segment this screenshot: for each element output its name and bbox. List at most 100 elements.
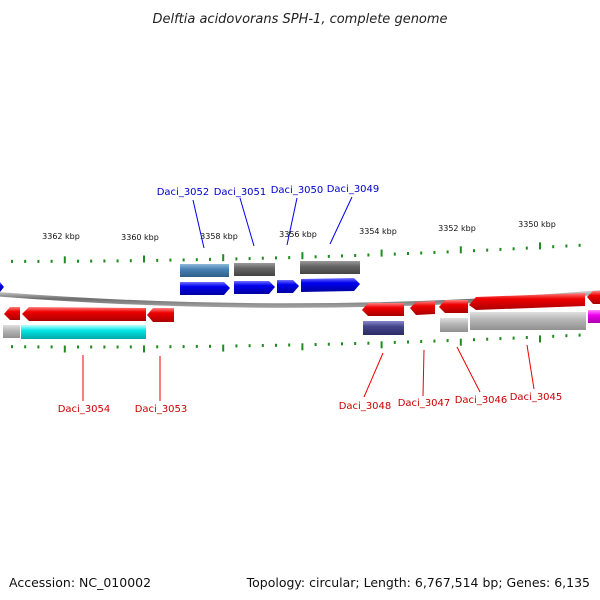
coordinate-labels: 3362 kbp 3360 kbp 3358 kbp 3356 kbp 3354 kbp… — [42, 220, 556, 242]
gene-label-daci-3047[interactable]: Daci_3047 — [398, 398, 451, 409]
gene-arrow-daci-3053[interactable] — [147, 308, 174, 322]
callout-line — [363, 352, 384, 398]
minor-tick — [37, 259, 40, 263]
major-tick — [143, 255, 145, 263]
minor-tick — [129, 345, 132, 349]
minor-tick — [169, 258, 172, 262]
map-title: Delftia acidovorans SPH-1, complete geno… — [152, 12, 447, 27]
top-tick-marks — [11, 242, 581, 264]
gene-label-daci-3054[interactable]: Daci_3054 — [58, 404, 111, 415]
minor-tick — [169, 345, 172, 349]
gene-arrow-daci-3049[interactable] — [301, 278, 360, 292]
gene-label-daci-3051[interactable]: Daci_3051 — [214, 187, 267, 198]
minor-tick — [341, 342, 343, 346]
gene-label-daci-3049[interactable]: Daci_3049 — [327, 184, 380, 195]
gene-arrow[interactable] — [587, 291, 600, 304]
minor-tick — [77, 345, 79, 349]
major-tick — [380, 341, 383, 349]
minor-tick — [473, 338, 475, 342]
minor-tick — [433, 339, 436, 343]
minor-tick — [24, 259, 27, 263]
callout-line — [239, 197, 255, 247]
feature-bar[interactable] — [300, 261, 360, 274]
gene-arrow-daci-3050[interactable] — [277, 280, 299, 293]
minor-tick — [473, 249, 475, 253]
major-tick — [301, 343, 304, 351]
coordinate-label: 3362 kbp — [42, 232, 80, 241]
gene-arrow-daci-3047[interactable] — [410, 301, 435, 315]
feature-bar[interactable] — [3, 325, 20, 338]
minor-tick — [209, 257, 211, 261]
gene-label-daci-3046[interactable]: Daci_3046 — [455, 395, 508, 406]
minor-tick — [354, 342, 357, 345]
minor-tick — [486, 337, 489, 341]
minor-tick — [341, 254, 343, 258]
gene-arrow-daci-3046[interactable] — [439, 300, 468, 313]
minor-tick — [433, 251, 436, 254]
coordinate-label: 3356 kbp — [279, 230, 317, 239]
minor-tick — [552, 245, 555, 249]
gene-arrow-daci-3048[interactable] — [362, 303, 404, 316]
callout-line — [526, 344, 535, 390]
minor-tick — [327, 254, 330, 258]
minor-tick — [103, 259, 106, 263]
minor-tick — [24, 345, 27, 349]
callout-line — [286, 197, 298, 246]
feature-bar[interactable] — [470, 312, 586, 330]
feature-bar[interactable] — [234, 263, 275, 276]
gene-arrow-daci-3052[interactable] — [180, 282, 230, 295]
minor-tick — [11, 345, 13, 349]
gene-arrow-daci-3054[interactable] — [22, 307, 146, 321]
callout-line — [192, 199, 205, 249]
minor-tick — [420, 251, 423, 255]
minor-tick — [288, 343, 291, 347]
minor-tick — [314, 343, 317, 346]
forward-gene-track — [0, 278, 360, 295]
minor-tick — [275, 256, 277, 260]
minor-tick — [195, 344, 198, 348]
minor-tick — [11, 259, 13, 263]
feature-bar[interactable] — [440, 318, 468, 332]
gene-label-daci-3052[interactable]: Daci_3052 — [157, 187, 210, 198]
major-tick — [143, 345, 145, 353]
gene-label-daci-3045[interactable]: Daci_3045 — [510, 392, 563, 403]
minor-tick — [261, 344, 264, 347]
minor-tick — [90, 259, 93, 263]
coordinate-label: 3350 kbp — [518, 220, 556, 229]
gene-arrow[interactable] — [4, 307, 20, 320]
gene-arrow-daci-3051[interactable] — [234, 281, 275, 294]
minor-tick — [116, 345, 119, 349]
major-tick — [63, 256, 66, 264]
feature-bar[interactable] — [588, 310, 600, 323]
minor-tick — [512, 247, 515, 251]
minor-tick — [407, 340, 409, 344]
minor-tick — [578, 243, 581, 247]
gene-arrow-daci-3045[interactable] — [469, 293, 585, 310]
minor-tick — [420, 340, 423, 343]
feature-bar[interactable] — [363, 321, 404, 335]
minor-tick — [288, 256, 291, 260]
gene-label-daci-3053[interactable]: Daci_3053 — [135, 404, 188, 415]
minor-tick — [50, 345, 53, 349]
feature-bar[interactable] — [21, 325, 146, 339]
coordinate-label: 3358 kbp — [200, 232, 238, 241]
minor-tick — [407, 252, 409, 255]
gene-arrow[interactable] — [0, 282, 4, 292]
minor-tick — [248, 344, 251, 348]
gene-label-daci-3050[interactable]: Daci_3050 — [271, 185, 324, 196]
reverse-gene-labels: Daci_3054 Daci_3053 Daci_3048 Daci_3047 … — [58, 392, 563, 415]
minor-tick — [512, 336, 515, 340]
accession-text: Accession: NC_010002 — [9, 575, 152, 590]
gene-label-daci-3048[interactable]: Daci_3048 — [339, 401, 392, 412]
feature-bar[interactable] — [180, 264, 229, 277]
major-tick — [459, 246, 462, 254]
minor-tick — [156, 258, 159, 262]
minor-tick — [314, 255, 317, 259]
minor-tick — [50, 259, 53, 263]
forward-callout-lines — [192, 196, 353, 249]
minor-tick — [209, 344, 211, 348]
minor-tick — [552, 334, 555, 338]
minor-tick — [565, 244, 568, 248]
forward-gene-labels: Daci_3052 Daci_3051 Daci_3050 Daci_3049 — [157, 184, 380, 198]
minor-tick — [235, 344, 238, 348]
